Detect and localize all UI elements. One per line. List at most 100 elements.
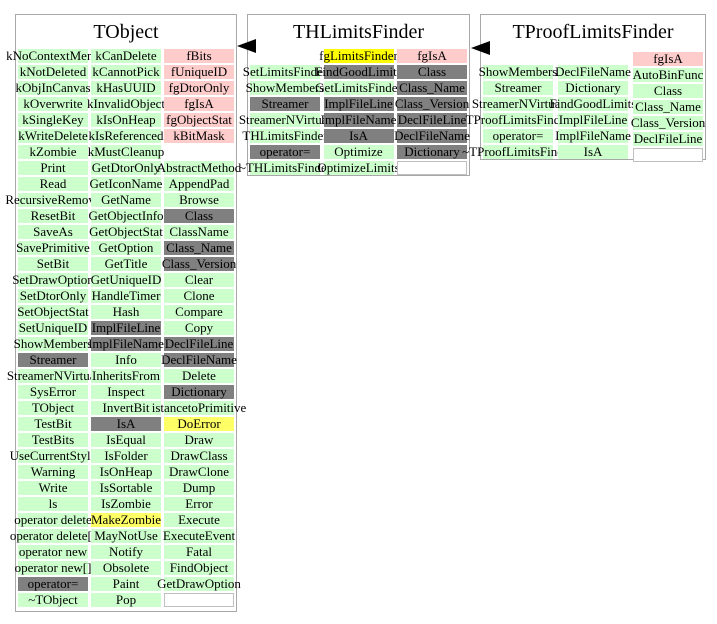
member-cell[interactable]: StreamerNVirtual <box>239 113 331 127</box>
member-cell[interactable]: ImplFileLine <box>323 97 394 111</box>
member-cell[interactable]: kHasUUID <box>91 81 161 95</box>
member-cell[interactable]: Draw <box>164 433 234 447</box>
member-cell[interactable]: Obsolete <box>91 561 161 575</box>
member-cell[interactable]: SetDrawOption <box>12 273 94 287</box>
member-cell[interactable]: IsA <box>558 145 628 159</box>
member-cell[interactable]: DeclFileLine <box>633 132 703 146</box>
member-cell[interactable]: SavePrimitive <box>16 241 90 255</box>
member-cell[interactable]: IsFolder <box>91 449 161 463</box>
member-cell[interactable]: fgObjectStat <box>164 113 234 127</box>
member-cell[interactable]: ImplFileLine <box>91 321 161 335</box>
member-cell[interactable]: AbstractMethod <box>157 161 241 175</box>
member-cell[interactable]: DrawClass <box>164 449 234 463</box>
member-cell[interactable]: Info <box>91 353 161 367</box>
member-cell[interactable]: Error <box>164 497 234 511</box>
member-cell[interactable]: ~THLimitsFinder <box>239 161 331 175</box>
member-cell[interactable]: Hash <box>91 305 161 319</box>
member-cell[interactable]: Print <box>18 161 88 175</box>
member-cell[interactable]: Compare <box>164 305 234 319</box>
member-cell[interactable]: ~TProofLimitsFinder <box>462 145 574 159</box>
member-cell[interactable]: Browse <box>164 193 234 207</box>
member-cell[interactable]: TObject <box>18 401 88 415</box>
member-cell[interactable]: kCannotPick <box>91 65 161 79</box>
member-cell[interactable]: InheritsFrom <box>91 369 161 383</box>
member-cell[interactable]: Fatal <box>164 545 234 559</box>
member-cell[interactable]: StreamerNVirtual <box>472 97 564 111</box>
member-cell[interactable]: ResetBit <box>18 209 88 223</box>
member-cell[interactable]: Class <box>633 84 703 98</box>
member-cell[interactable]: FindGoodLimits <box>315 65 402 79</box>
member-cell[interactable]: IsSortable <box>91 481 161 495</box>
member-cell[interactable]: MakeZombie <box>91 513 161 527</box>
member-cell[interactable]: AppendPad <box>164 177 234 191</box>
member-cell[interactable]: Execute <box>164 513 234 527</box>
member-cell[interactable]: operator new[] <box>15 561 91 575</box>
member-cell[interactable]: GetIconName <box>90 177 162 191</box>
member-cell[interactable]: Class_Name <box>397 81 467 95</box>
member-cell[interactable]: ClassName <box>164 225 234 239</box>
member-cell[interactable]: fBits <box>164 49 234 63</box>
member-cell[interactable]: fgDtorOnly <box>164 81 234 95</box>
member-cell[interactable]: DeclFileName <box>555 65 631 79</box>
member-cell[interactable]: DeclFileLine <box>164 337 234 351</box>
member-cell[interactable]: kIsOnHeap <box>91 113 161 127</box>
member-cell[interactable]: InvertBit <box>91 401 161 415</box>
member-cell[interactable]: TestBit <box>18 417 88 431</box>
member-cell[interactable]: Inspect <box>91 385 161 399</box>
member-cell[interactable]: ShowMembers <box>479 65 557 79</box>
member-cell[interactable]: kWriteDelete <box>18 129 88 143</box>
member-cell[interactable]: Class_Version <box>162 257 236 271</box>
member-cell[interactable]: fUniqueID <box>164 65 234 79</box>
member-cell[interactable]: DrawClone <box>164 465 234 479</box>
member-cell[interactable]: Warning <box>18 465 88 479</box>
member-cell[interactable]: GetName <box>91 193 161 207</box>
member-cell[interactable]: FindGoodLimits <box>550 97 636 111</box>
member-cell[interactable]: ImplFileName <box>88 337 164 351</box>
member-cell[interactable]: fgIsA <box>633 52 703 66</box>
member-cell[interactable]: operator= <box>18 577 88 591</box>
member-cell[interactable]: Class <box>397 65 467 79</box>
member-cell[interactable]: MayNotUse <box>91 529 161 543</box>
member-cell[interactable]: SetLimitsFinder <box>243 65 327 79</box>
member-cell[interactable]: StreamerNVirtual <box>7 369 99 383</box>
member-cell[interactable]: Dictionary <box>397 145 467 159</box>
member-cell[interactable]: Paint <box>91 577 161 591</box>
member-cell[interactable]: Clone <box>164 289 234 303</box>
member-cell[interactable]: GetTitle <box>91 257 161 271</box>
member-cell[interactable]: IsA <box>91 417 161 431</box>
member-cell[interactable]: ExecuteEvent <box>163 529 235 543</box>
member-cell[interactable]: FindObject <box>164 561 234 575</box>
member-cell[interactable]: Write <box>18 481 88 495</box>
member-cell[interactable]: Copy <box>164 321 234 335</box>
member-cell[interactable]: SetDtorOnly <box>18 289 88 303</box>
member-cell[interactable]: kNotDeleted <box>18 65 88 79</box>
member-cell[interactable]: ShowMembers <box>14 337 92 351</box>
member-cell[interactable]: Class <box>164 209 234 223</box>
member-cell[interactable]: ImplFileName <box>321 113 396 127</box>
class-title-tprooflimitsfinder[interactable]: TProofLimitsFinder <box>512 20 674 43</box>
member-cell[interactable]: kCanDelete <box>91 49 161 63</box>
member-cell[interactable]: UseCurrentStyle <box>10 449 96 463</box>
member-cell[interactable]: OptimizeLimits <box>317 161 400 175</box>
member-cell[interactable]: GetDrawOption <box>157 577 241 591</box>
member-cell[interactable]: operator= <box>250 145 320 159</box>
member-cell[interactable]: operator= <box>483 129 553 143</box>
member-cell[interactable]: Streamer <box>18 353 88 367</box>
member-cell[interactable]: IsEqual <box>91 433 161 447</box>
member-cell[interactable]: Dictionary <box>164 385 234 399</box>
member-cell[interactable]: ShowMembers <box>246 81 324 95</box>
member-cell[interactable]: DeclFileName <box>394 129 470 143</box>
member-cell[interactable]: RecursiveRemove <box>5 193 101 207</box>
member-cell[interactable]: Notify <box>91 545 161 559</box>
member-cell[interactable]: SaveAs <box>18 225 88 239</box>
member-cell[interactable]: GetObjectInfo <box>88 209 164 223</box>
member-cell[interactable]: Pop <box>91 593 161 607</box>
member-cell[interactable]: fgLimitsFinder <box>319 49 398 63</box>
member-cell[interactable]: SetUniqueID <box>18 321 88 335</box>
member-cell[interactable]: DeclFileName <box>161 353 237 367</box>
class-title-thlimitsfinder[interactable]: THLimitsFinder <box>292 20 425 43</box>
member-cell[interactable]: kNoContextMenu <box>6 49 100 63</box>
member-cell[interactable]: GetObjectStat <box>89 225 163 239</box>
member-cell[interactable]: Dump <box>164 481 234 495</box>
member-cell[interactable]: SetBit <box>18 257 88 271</box>
